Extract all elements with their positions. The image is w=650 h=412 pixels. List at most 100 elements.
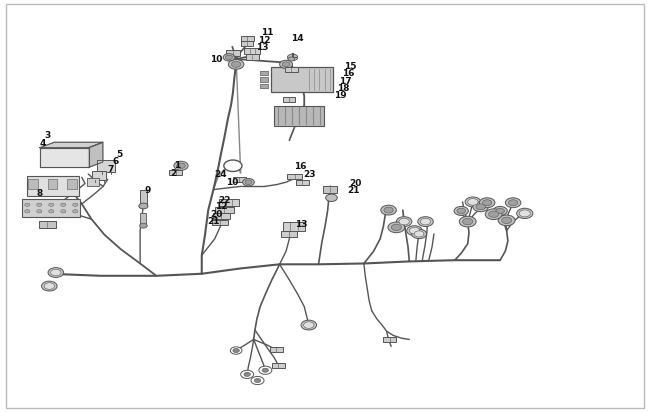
- Text: 9: 9: [145, 186, 151, 195]
- Circle shape: [254, 379, 261, 383]
- Circle shape: [287, 54, 298, 61]
- Circle shape: [399, 218, 410, 225]
- Bar: [323, 187, 337, 193]
- Circle shape: [301, 320, 317, 330]
- Text: 10: 10: [226, 178, 239, 187]
- Circle shape: [473, 202, 488, 212]
- Bar: [218, 199, 239, 206]
- Bar: [283, 222, 306, 231]
- Circle shape: [411, 229, 426, 239]
- Circle shape: [519, 210, 530, 217]
- Text: 6: 6: [112, 157, 118, 166]
- Circle shape: [42, 281, 57, 291]
- Text: 12: 12: [214, 202, 227, 211]
- Bar: [272, 363, 285, 368]
- Circle shape: [44, 283, 55, 289]
- Circle shape: [489, 211, 499, 218]
- Circle shape: [174, 161, 188, 170]
- Bar: [240, 36, 254, 41]
- Text: 23: 23: [303, 170, 315, 179]
- Circle shape: [245, 180, 252, 185]
- Circle shape: [384, 207, 393, 213]
- Polygon shape: [40, 147, 88, 167]
- Circle shape: [454, 206, 469, 215]
- Text: 7: 7: [108, 165, 114, 174]
- Circle shape: [517, 208, 533, 218]
- Text: 2: 2: [171, 169, 177, 178]
- Circle shape: [60, 210, 66, 213]
- Text: 5: 5: [116, 150, 122, 159]
- Bar: [140, 190, 147, 206]
- Text: 13: 13: [295, 220, 307, 229]
- Text: 17: 17: [339, 77, 352, 86]
- Polygon shape: [40, 142, 103, 147]
- Text: 13: 13: [255, 43, 268, 52]
- Text: 8: 8: [36, 189, 43, 198]
- Circle shape: [36, 203, 42, 206]
- Bar: [260, 71, 268, 75]
- Text: 19: 19: [334, 91, 346, 101]
- Bar: [270, 347, 283, 352]
- Bar: [39, 221, 55, 227]
- Circle shape: [388, 222, 405, 233]
- Circle shape: [418, 217, 434, 227]
- Text: 20: 20: [210, 210, 222, 219]
- Text: 16: 16: [342, 69, 354, 78]
- Text: 21: 21: [347, 186, 359, 195]
- Text: 22: 22: [218, 196, 231, 205]
- Circle shape: [457, 208, 465, 214]
- Bar: [274, 106, 324, 126]
- Bar: [296, 180, 309, 185]
- Bar: [281, 231, 298, 237]
- Bar: [233, 177, 246, 182]
- Circle shape: [242, 178, 254, 186]
- Circle shape: [139, 203, 148, 209]
- Circle shape: [230, 347, 242, 354]
- Text: 4: 4: [40, 139, 46, 148]
- Bar: [87, 178, 99, 186]
- Circle shape: [414, 231, 424, 237]
- Text: 21: 21: [207, 217, 220, 226]
- Bar: [98, 159, 116, 172]
- Circle shape: [493, 206, 507, 215]
- Circle shape: [496, 208, 504, 214]
- Circle shape: [259, 366, 272, 375]
- Circle shape: [407, 226, 422, 236]
- Circle shape: [476, 204, 486, 210]
- Bar: [28, 179, 38, 189]
- Text: 18: 18: [337, 84, 349, 93]
- Bar: [260, 77, 268, 82]
- Bar: [246, 54, 259, 60]
- Circle shape: [73, 203, 78, 206]
- Circle shape: [140, 223, 148, 228]
- Circle shape: [60, 203, 66, 206]
- Polygon shape: [88, 142, 103, 167]
- Bar: [283, 97, 295, 102]
- Circle shape: [73, 210, 78, 213]
- Bar: [27, 176, 79, 196]
- Circle shape: [280, 60, 292, 68]
- Circle shape: [288, 57, 294, 61]
- Circle shape: [226, 55, 233, 60]
- Circle shape: [498, 215, 515, 226]
- Circle shape: [381, 205, 396, 215]
- Bar: [241, 41, 253, 46]
- Circle shape: [223, 54, 235, 61]
- Circle shape: [48, 267, 64, 277]
- Circle shape: [262, 368, 268, 372]
- Circle shape: [479, 198, 495, 208]
- Bar: [22, 199, 81, 217]
- Bar: [287, 173, 302, 179]
- Bar: [47, 179, 57, 189]
- Circle shape: [224, 160, 242, 171]
- Text: 14: 14: [291, 34, 304, 43]
- Bar: [384, 337, 396, 342]
- Bar: [67, 179, 77, 189]
- Bar: [285, 67, 298, 73]
- Circle shape: [326, 194, 337, 201]
- Bar: [212, 220, 227, 225]
- Circle shape: [49, 210, 54, 213]
- Circle shape: [391, 224, 402, 231]
- Text: 11: 11: [261, 28, 274, 37]
- Circle shape: [25, 203, 30, 206]
